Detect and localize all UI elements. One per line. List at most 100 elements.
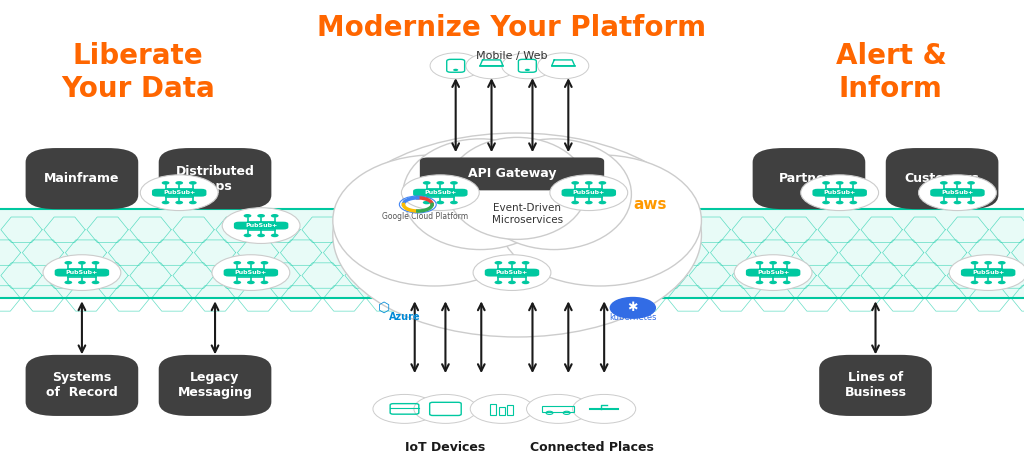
Ellipse shape [526, 394, 590, 423]
Circle shape [525, 69, 530, 71]
FancyBboxPatch shape [159, 355, 271, 416]
Circle shape [257, 234, 265, 237]
Circle shape [849, 201, 857, 204]
Bar [508, 405, 513, 415]
Text: Event-Driven
Microservices: Event-Driven Microservices [492, 203, 563, 225]
Circle shape [92, 281, 99, 284]
FancyBboxPatch shape [819, 355, 932, 416]
Circle shape [782, 281, 791, 284]
Circle shape [598, 201, 606, 204]
Ellipse shape [499, 155, 701, 286]
Circle shape [508, 261, 516, 265]
Circle shape [233, 261, 242, 265]
Text: Mobile / Web: Mobile / Web [476, 51, 548, 62]
Circle shape [598, 181, 606, 185]
Circle shape [257, 214, 265, 218]
Circle shape [769, 261, 777, 265]
Circle shape [212, 255, 290, 290]
FancyBboxPatch shape [886, 148, 998, 209]
Ellipse shape [572, 394, 636, 423]
Bar [543, 406, 573, 412]
Circle shape [495, 261, 503, 265]
Text: Partners: Partners [779, 172, 839, 185]
Circle shape [571, 201, 580, 204]
Circle shape [756, 261, 764, 265]
Text: Connected Places: Connected Places [530, 441, 653, 454]
Circle shape [65, 261, 72, 265]
Text: PubSub+: PubSub+ [496, 270, 528, 275]
FancyBboxPatch shape [152, 189, 207, 196]
FancyBboxPatch shape [159, 148, 271, 209]
Circle shape [550, 175, 628, 211]
Text: PubSub+: PubSub+ [972, 270, 1005, 275]
Circle shape [997, 281, 1006, 284]
Circle shape [585, 181, 593, 185]
Circle shape [162, 201, 169, 204]
Circle shape [769, 281, 777, 284]
Circle shape [949, 255, 1024, 290]
Text: Alert &
Inform: Alert & Inform [836, 42, 946, 103]
Ellipse shape [502, 53, 553, 79]
Ellipse shape [414, 394, 477, 423]
Circle shape [971, 281, 979, 284]
FancyBboxPatch shape [812, 189, 867, 196]
Circle shape [222, 208, 300, 243]
Circle shape [270, 214, 279, 218]
Circle shape [65, 281, 72, 284]
Circle shape [244, 234, 252, 237]
FancyBboxPatch shape [26, 148, 138, 209]
Circle shape [473, 255, 551, 290]
Circle shape [450, 201, 458, 204]
Circle shape [140, 175, 218, 211]
Ellipse shape [476, 139, 632, 250]
Circle shape [836, 201, 844, 204]
Circle shape [984, 261, 992, 265]
Circle shape [571, 181, 580, 185]
Circle shape [401, 175, 479, 211]
Ellipse shape [470, 394, 534, 423]
Circle shape [423, 201, 431, 204]
Ellipse shape [333, 155, 536, 286]
Circle shape [162, 181, 169, 185]
Text: Systems
of  Record: Systems of Record [46, 371, 118, 400]
Bar [0, 209, 1024, 298]
Circle shape [423, 181, 431, 185]
FancyBboxPatch shape [930, 189, 985, 196]
FancyBboxPatch shape [561, 189, 616, 196]
Text: aws: aws [634, 197, 667, 212]
Circle shape [997, 261, 1006, 265]
FancyBboxPatch shape [961, 269, 1016, 276]
Circle shape [508, 281, 516, 284]
Text: PubSub+: PubSub+ [572, 190, 605, 195]
Text: PubSub+: PubSub+ [234, 270, 267, 275]
Circle shape [244, 214, 252, 218]
Text: Legacy
Messaging: Legacy Messaging [177, 371, 253, 400]
FancyBboxPatch shape [223, 269, 279, 276]
Circle shape [967, 201, 975, 204]
Bar [499, 407, 505, 415]
Ellipse shape [333, 133, 701, 337]
Circle shape [78, 261, 86, 265]
FancyBboxPatch shape [753, 148, 865, 209]
Circle shape [436, 201, 444, 204]
Circle shape [953, 201, 962, 204]
Circle shape [971, 261, 979, 265]
Circle shape [43, 255, 121, 290]
Circle shape [801, 175, 879, 211]
Ellipse shape [373, 394, 436, 423]
Circle shape [984, 281, 992, 284]
Text: Modernize Your Platform: Modernize Your Platform [317, 14, 707, 42]
FancyBboxPatch shape [484, 269, 540, 276]
Ellipse shape [466, 53, 517, 79]
Circle shape [78, 281, 86, 284]
Circle shape [495, 281, 503, 284]
Text: Distributed
Apps: Distributed Apps [175, 164, 255, 193]
Text: PubSub+: PubSub+ [424, 190, 457, 195]
Circle shape [610, 298, 655, 318]
Circle shape [188, 201, 197, 204]
Circle shape [233, 281, 242, 284]
Text: IoT Devices: IoT Devices [406, 441, 485, 454]
Circle shape [247, 261, 255, 265]
Circle shape [836, 181, 844, 185]
Text: Lines of
Business: Lines of Business [845, 371, 906, 400]
